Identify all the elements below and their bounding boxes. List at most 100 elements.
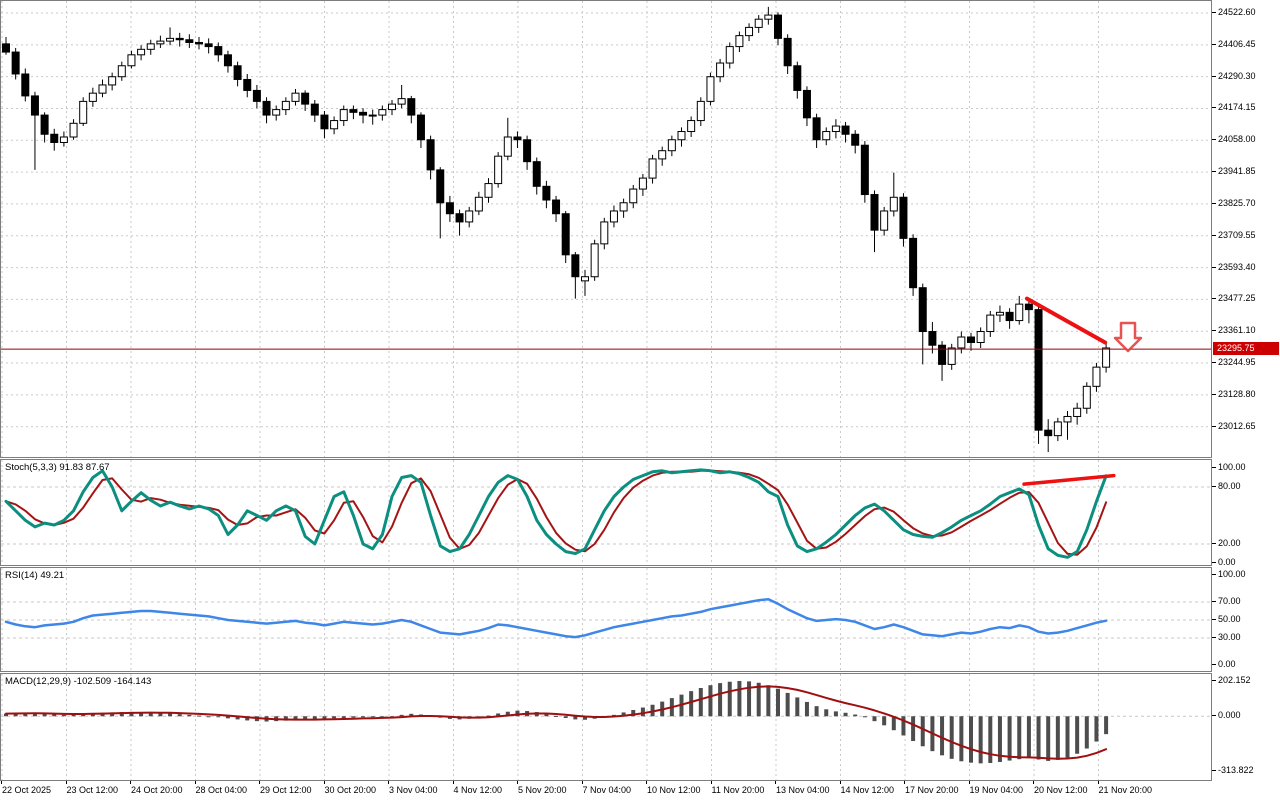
bullish-candle (1102, 347, 1111, 368)
rsi-panel[interactable]: RSI(14) 49.21 (0, 567, 1212, 672)
bullish-candle (1082, 385, 1091, 409)
time-axis-label: 7 Nov 04:00 (582, 785, 632, 795)
bullish-candle (1053, 421, 1062, 437)
macd-histogram-bar (245, 716, 250, 721)
bullish-candle (368, 114, 377, 117)
macd-chart-surface[interactable] (1, 674, 1211, 780)
time-axis-label: 11 Nov 20:00 (711, 785, 765, 795)
macd-histogram-bar (997, 716, 1002, 762)
bullish-candle (716, 62, 725, 78)
macd-histogram-bar (920, 716, 925, 747)
bearish-candle (2, 43, 10, 53)
price-axis-label: 0.00 (1212, 557, 1236, 567)
price-chart-panel[interactable] (0, 0, 1212, 458)
time-axis-label: 20 Nov 12:00 (1034, 785, 1088, 795)
trendline-annotation[interactable] (1024, 296, 1108, 345)
macd-histogram-bar (583, 716, 587, 720)
bullish-candle (88, 92, 97, 102)
down-arrow-annotation[interactable] (1113, 321, 1143, 353)
macd-histogram-bar (940, 716, 945, 756)
price-axis-label: 24174.15 (1212, 102, 1256, 113)
time-tick (323, 781, 325, 784)
bullish-candle (677, 131, 686, 141)
price-axis-label: 100.00 (1212, 569, 1246, 579)
macd-histogram-bar (1055, 716, 1060, 760)
stoch-trendline-annotation[interactable] (1022, 473, 1116, 486)
bullish-candle (619, 202, 628, 212)
time-axis-label: 4 Nov 12:00 (453, 785, 503, 795)
macd-histogram-bar (32, 713, 37, 717)
macd-panel[interactable]: MACD(12,29,9) -102.509 -164.143 (0, 673, 1212, 781)
macd-histogram-bar (795, 697, 800, 717)
bullish-candle (465, 210, 474, 223)
time-tick (968, 781, 970, 784)
macd-histogram-bar (911, 716, 916, 742)
macd-histogram-bar (737, 681, 742, 717)
macd-histogram-bar (341, 716, 346, 719)
time-tick (259, 781, 260, 784)
bullish-candle (986, 314, 995, 333)
bullish-candle (1063, 415, 1072, 423)
price-axis-label: 202.152 (1212, 675, 1251, 685)
time-axis-label: 5 Nov 20:00 (518, 785, 567, 795)
bearish-candle (11, 51, 20, 75)
bearish-candle (204, 43, 213, 48)
stochastic-chart-surface[interactable] (1, 460, 1211, 565)
rsi-line (4, 598, 1108, 639)
macd-histogram-bar (978, 716, 983, 764)
macd-histogram-bar (351, 716, 356, 718)
bullish-candle (957, 336, 966, 349)
macd-histogram-bar (756, 682, 761, 717)
bearish-candle (233, 65, 242, 80)
time-tick (517, 781, 518, 784)
price-axis-label: 23361.10 (1212, 325, 1256, 336)
macd-histogram-bar (901, 716, 906, 736)
time-axis-label: 24 Oct 20:00 (131, 785, 183, 795)
time-tick (388, 781, 389, 784)
macd-histogram-bar (833, 711, 838, 717)
macd-histogram-bar (293, 716, 298, 721)
macd-histogram-bar (554, 715, 559, 717)
price-axis-label: 23593.40 (1212, 261, 1256, 272)
price-axis-label: -313.822 (1212, 765, 1254, 775)
price-axis-label: 23941.85 (1212, 166, 1256, 177)
candlestick-chart-surface[interactable] (1, 1, 1211, 457)
bullish-candle (79, 100, 88, 124)
time-tick (904, 781, 905, 784)
bearish-candle (185, 39, 194, 43)
bullish-candle (59, 136, 68, 143)
macd-histogram-bar (380, 716, 385, 718)
macd-histogram-bar (370, 716, 375, 718)
bullish-candle (474, 196, 483, 212)
time-axis-label: 17 Nov 20:00 (905, 785, 959, 795)
price-axis-label: 23012.65 (1212, 420, 1256, 431)
macd-histogram-bar (747, 681, 752, 717)
time-tick (775, 781, 776, 784)
time-axis[interactable]: 22 Oct 2025 23 Oct 12:00 24 Oct 20:00 28 Oc… (0, 781, 1212, 800)
stochastic-panel[interactable]: Stoch(5,3,3) 91.83 87.67 (0, 459, 1212, 566)
macd-histogram-bar (322, 716, 327, 719)
time-tick (194, 781, 196, 784)
bearish-candle (571, 254, 580, 278)
current-price-badge: 23295.75 (1213, 341, 1279, 355)
macd-histogram-bar (640, 707, 645, 717)
macd-histogram-bar (496, 713, 501, 717)
bullish-candle (638, 177, 647, 190)
bearish-candle (243, 78, 252, 91)
macd-histogram-bar (969, 716, 973, 763)
bullish-candle (156, 40, 165, 45)
macd-histogram-bar (505, 711, 510, 717)
bullish-candle (1092, 366, 1101, 387)
rsi-chart-surface[interactable] (1, 568, 1211, 671)
price-axis-label: 70.00 (1212, 596, 1241, 606)
bullish-candle (696, 100, 705, 122)
price-axis-label: 23128.80 (1212, 388, 1256, 399)
bearish-candle (967, 336, 975, 343)
bullish-candle (291, 92, 300, 102)
bearish-candle (523, 139, 532, 163)
price-axis[interactable]: 23295.75 24522.60 24406.45 24290.30 24174.1… (1212, 0, 1280, 780)
price-axis-label: 80.00 (1212, 481, 1241, 491)
time-axis-label: 14 Nov 12:00 (840, 785, 895, 795)
macd-histogram-bar (766, 685, 771, 717)
bearish-candle (909, 237, 918, 289)
